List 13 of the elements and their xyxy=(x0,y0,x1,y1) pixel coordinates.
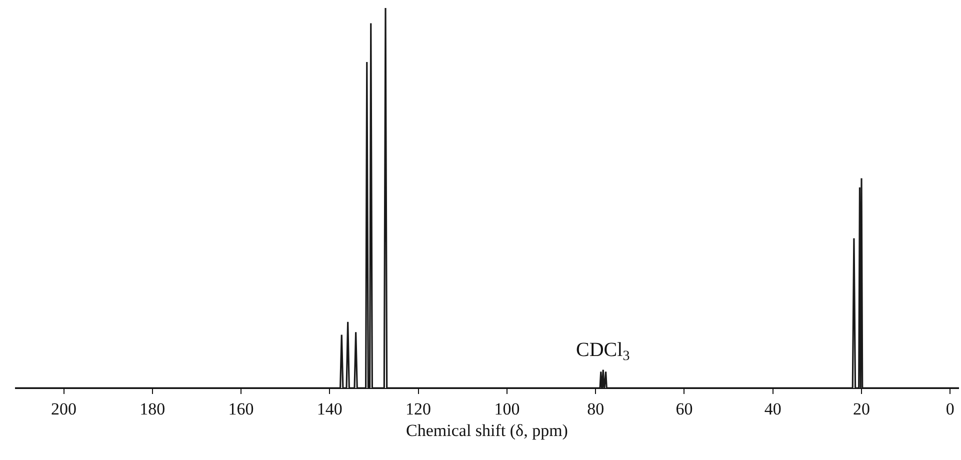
x-tick-label: 60 xyxy=(676,400,693,418)
x-axis-title: Chemical shift (δ, ppm) xyxy=(406,420,568,440)
x-tick-label: 120 xyxy=(406,400,432,418)
x-tick-label: 80 xyxy=(587,400,604,418)
x-tick-label: 160 xyxy=(228,400,254,418)
x-tick-label: 140 xyxy=(316,400,342,418)
x-tick-label: 40 xyxy=(764,400,782,418)
x-tick-label: 200 xyxy=(51,400,76,418)
annotation: CDCl$_{3}$ xyxy=(576,339,630,364)
x-tick-label: 180 xyxy=(140,400,166,418)
x-tick-label: 100 xyxy=(494,400,520,418)
x-tick-label: 20 xyxy=(853,400,870,418)
x-tick-label: 0 xyxy=(946,400,954,418)
